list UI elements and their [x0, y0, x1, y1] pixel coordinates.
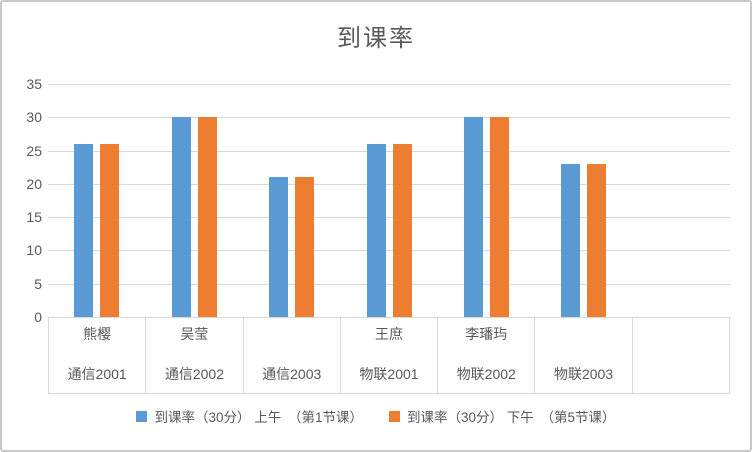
bar-series2-category1 — [100, 143, 120, 317]
y-axis-tick-label-35: 35 — [26, 76, 42, 92]
gridline-25 — [48, 150, 730, 152]
y-axis-tick-label-5: 5 — [34, 275, 42, 292]
category-axis: 熊樱 通信2001 吴莹 通信2002 通信2003 王庶 物联2001 李璠玙 物联2002 物… — [48, 317, 730, 394]
legend-swatch-icon — [136, 410, 148, 422]
category-name-label: 李璠玙 — [465, 326, 508, 342]
legend-label: 到课率（30分） 上午 （第1节课） — [154, 410, 363, 425]
gridline-30 — [48, 117, 730, 119]
category-name-label: 王庶 — [374, 326, 403, 342]
category-group-label: 通信2001 — [67, 366, 127, 382]
category-cell-1: 熊樱通信2001 — [49, 318, 147, 394]
bar-series1-category3 — [269, 177, 289, 317]
plot-area — [48, 84, 730, 318]
category-cell-3: 通信2003 — [243, 318, 341, 394]
category-group-label: 物联2002 — [456, 366, 516, 382]
category-name-label: 熊樱 — [83, 326, 112, 342]
bar-series2-category3 — [295, 177, 315, 317]
gridline-15 — [48, 217, 730, 219]
bar-series1-category4 — [366, 143, 386, 317]
legend: 到课率（30分） 上午 （第1节课） 到课率（30分） 下午 （第5节课） — [2, 406, 750, 426]
gridline-20 — [48, 183, 730, 185]
bar-series1-category2 — [171, 117, 191, 317]
legend-item-2: 到课率（30分） 下午 （第5节课） — [389, 406, 616, 426]
bar-series2-category6 — [587, 163, 607, 317]
y-axis-tick-label-10: 10 — [26, 242, 42, 259]
chart-title: 到课率 — [337, 25, 415, 52]
y-axis-tick-label-20: 20 — [26, 175, 42, 192]
category-cell-4: 王庶物联2001 — [340, 318, 439, 394]
category-cell-2: 吴莹通信2002 — [146, 318, 244, 394]
bar-series1-category6 — [561, 163, 581, 317]
bar-series2-category2 — [197, 117, 217, 317]
y-axis: 35 30 25 20 15 10 5 0 — [2, 2, 42, 450]
category-group-label: 物联2001 — [359, 366, 419, 382]
bar-series1-category1 — [74, 143, 94, 317]
category-cell-6: 物联2003 — [535, 318, 633, 394]
category-group-label: 物联2003 — [553, 366, 614, 382]
legend-item-1: 到课率（30分） 上午 （第1节课） — [136, 406, 363, 426]
legend-swatch-icon — [389, 410, 400, 422]
category-cell-5: 李璠玙物联2002 — [438, 318, 536, 394]
bar-series2-category4 — [392, 143, 412, 317]
legend-label: 到课率（30分） 下午 （第5节课） — [407, 410, 616, 425]
category-name-label: 吴莹 — [180, 326, 209, 342]
y-axis-tick-label-15: 15 — [26, 209, 42, 226]
gridline-10 — [48, 250, 730, 252]
category-group-label: 通信2003 — [262, 366, 322, 382]
gridline-35 — [48, 84, 730, 85]
bar-series2-category5 — [489, 117, 509, 317]
y-axis-tick-label-0: 0 — [34, 309, 42, 325]
gridline-5 — [48, 283, 730, 285]
category-cell-7 — [632, 318, 730, 394]
category-group-label: 通信2002 — [164, 366, 224, 382]
bar-series1-category5 — [463, 117, 483, 317]
y-axis-tick-label-30: 30 — [26, 109, 42, 126]
y-axis-tick-label-25: 25 — [26, 142, 42, 159]
